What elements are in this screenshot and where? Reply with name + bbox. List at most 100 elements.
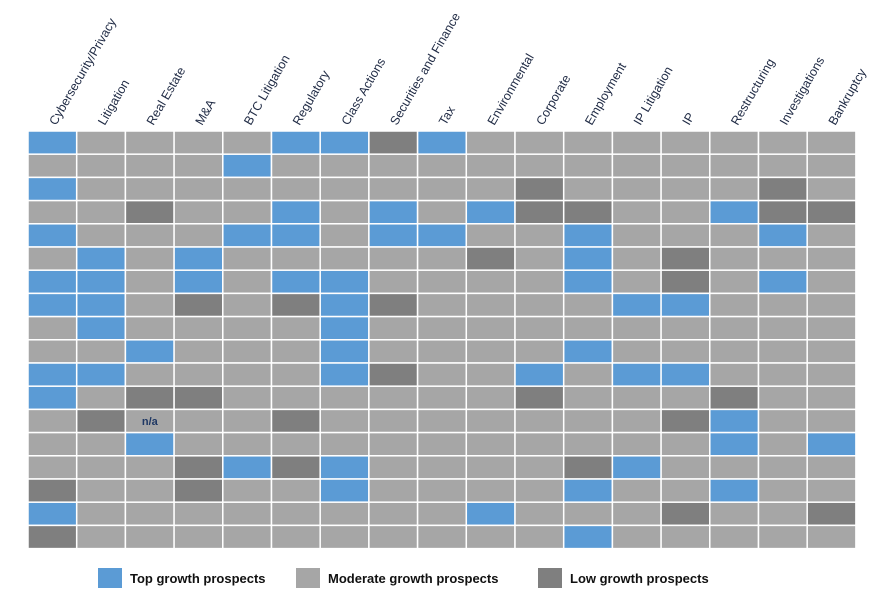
heatmap-cell-r5-c14 [709,246,760,271]
heatmap-cell-r9-c12 [611,339,662,364]
heatmap-cell-r9-c11 [562,339,614,364]
heatmap-cell-r9-c1 [75,339,127,364]
heatmap-cell-r11-c14 [709,385,760,411]
heatmap-cell-r3-c0 [27,199,78,225]
heatmap-cell-r11-c11 [562,385,614,411]
heatmap-cell-r1-c12 [611,153,662,179]
heatmap-cell-r1-c7 [368,153,419,179]
heatmap-cell-r10-c3 [173,362,224,387]
heatmap-cell-r14-c14 [709,455,760,480]
heatmap-cell-r4-c11 [562,223,614,248]
heatmap-cell-r4-c3 [173,223,224,248]
heatmap-cell-r5-c7 [368,246,419,271]
heatmap-cell-r15-c7 [368,478,419,503]
heatmap-cell-r5-c9 [465,246,516,271]
heatmap-cell-r16-c12 [611,501,662,527]
column-label: Real Estate [144,64,188,127]
heatmap-cell-r15-c2 [124,478,175,503]
heatmap-cell-r7-c12 [611,292,662,318]
heatmap-cell-r10-c4 [222,362,273,387]
heatmap-cell-r14-c12 [611,455,662,480]
heatmap-cell-r1-c8 [416,153,468,179]
heatmap-cell-r7-c8 [416,292,468,318]
heatmap-cell-r6-c10 [514,269,565,295]
heatmap-cell-r1-c2 [124,153,175,179]
heatmap-cell-r3-c11 [562,199,614,225]
heatmap-cell-r9-c3 [173,339,224,364]
column-label: IP [680,110,698,127]
heatmap-cell-r3-c4 [222,199,273,225]
heatmap-cell-r9-c14 [709,339,760,364]
heatmap-cell-r7-c0 [27,292,78,318]
heatmap-cell-r13-c16 [806,431,857,457]
heatmap-cell-r3-c8 [416,199,468,225]
heatmap-cell-r6-c5 [270,269,321,295]
heatmap-cell-r17-c6 [319,524,370,550]
heatmap-cell-r0-c6 [319,130,370,155]
heatmap-cell-r1-c9 [465,153,516,179]
heatmap-cell-r17-c14 [709,524,760,550]
heatmap-cell-r16-c11 [562,501,614,527]
heatmap-cell-r3-c5 [270,199,321,225]
heatmap-cell-r13-c7 [368,431,419,457]
heatmap-cell-r4-c0 [27,223,78,248]
heatmap-cell-r0-c13 [660,130,711,155]
heatmap-cell-r7-c16 [806,292,857,318]
heatmap-cell-r15-c5 [270,478,321,503]
heatmap-cell-r10-c2 [124,362,175,387]
heatmap-cell-r16-c0 [27,501,78,527]
heatmap-cell-r14-c8 [416,455,468,480]
legend-item-top: Top growth prospects [98,566,266,590]
heatmap-cell-r3-c6 [319,199,370,225]
heatmap-cell-r8-c14 [709,315,760,341]
heatmap-cell-r17-c10 [514,524,565,550]
heatmap-cell-r6-c4 [222,269,273,295]
heatmap-cell-r3-c1 [75,199,127,225]
heatmap-cell-r11-c9 [465,385,516,411]
heatmap-cell-r4-c9 [465,223,516,248]
heatmap-cell-r13-c15 [757,431,808,457]
na-label: n/a [142,416,159,428]
heatmap-cell-r1-c6 [319,153,370,179]
legend-label-top: Top growth prospects [130,570,266,586]
heatmap-cell-r13-c5 [270,431,321,457]
heatmap-cell-r6-c12 [611,269,662,295]
heatmap-cell-r11-c6 [319,385,370,411]
heatmap-cell-r6-c1 [75,269,127,295]
heatmap-cell-r1-c1 [75,153,127,179]
heatmap-cell-r8-c1 [75,315,127,341]
heatmap-cell-r16-c9 [465,501,516,527]
heatmap-cell-r3-c7 [368,199,419,225]
heatmap-cell-r2-c3 [173,176,224,202]
heatmap-cell-r14-c5 [270,455,321,480]
heatmap-cell-r1-c10 [514,153,565,179]
heatmap-cell-r12-c4 [222,408,273,434]
heatmap-cell-r11-c5 [270,385,321,411]
heatmap-cell-r3-c9 [465,199,516,225]
heatmap-cell-r1-c0 [27,153,78,179]
heatmap-cell-r2-c12 [611,176,662,202]
heatmap-cell-r15-c11 [562,478,614,503]
heatmap-cell-r1-c16 [806,153,857,179]
heatmap-cell-r3-c15 [757,199,808,225]
heatmap-cell-r9-c2 [124,339,175,364]
heatmap-cell-r1-c3 [173,153,224,179]
heatmap-cell-r12-c6 [319,408,370,434]
heatmap-cell-r10-c6 [319,362,370,387]
heatmap-cell-r2-c11 [562,176,614,202]
heatmap-cell-r17-c12 [611,524,662,550]
heatmap-cell-r12-c5 [270,408,321,434]
heatmap-cell-r10-c15 [757,362,808,387]
legend-swatch-low [538,568,562,588]
heatmap-cell-r11-c4 [222,385,273,411]
heatmap-cell-r3-c16 [806,199,857,225]
heatmap-cell-r5-c0 [27,246,78,271]
heatmap-cell-r8-c12 [611,315,662,341]
heatmap-cell-r4-c12 [611,223,662,248]
heatmap-cell-r2-c4 [222,176,273,202]
heatmap-cell-r15-c3 [173,478,224,503]
heatmap-cell-r7-c14 [709,292,760,318]
heatmap-cell-r17-c15 [757,524,808,550]
heatmap-cell-r14-c1 [75,455,127,480]
heatmap-cell-r14-c3 [173,455,224,480]
